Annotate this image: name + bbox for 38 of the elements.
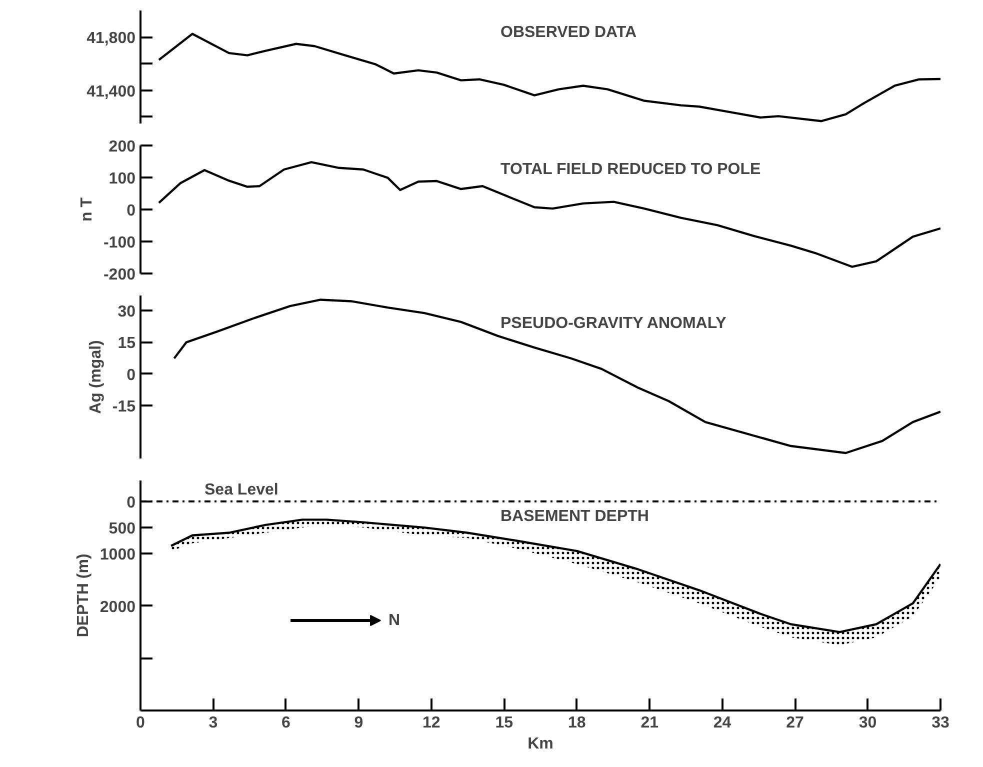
x-tick-label: 6 <box>282 714 291 732</box>
x-tick-label: 12 <box>422 714 440 732</box>
y-tick-label: 41,400 <box>86 83 136 100</box>
line-series <box>158 161 940 268</box>
y-tick-label: -15 <box>112 398 136 416</box>
y-tick-label: 0 <box>126 366 136 384</box>
x-axis-title: Km <box>528 736 554 752</box>
text: OBSERVED DATA <box>500 24 637 42</box>
x-tick-label: 24 <box>713 714 732 732</box>
x-tick-label: 3 <box>208 714 218 732</box>
text: PSEUDO-GRAVITY ANOMALY <box>500 315 727 332</box>
y-axis-title: Ag (mgal) <box>87 340 104 414</box>
y-axis-title: DEPTH (m) <box>74 554 92 638</box>
x-tick-label: 30 <box>858 714 877 732</box>
y-tick-label: 41,800 <box>86 30 136 48</box>
x-tick-label: 33 <box>932 714 950 732</box>
ref-line-label: Sea Level <box>204 481 278 498</box>
annotation: N <box>388 612 400 629</box>
y-tick-label: 30 <box>118 303 136 320</box>
y-tick-label: 0 <box>126 202 136 220</box>
x-tick-label: 18 <box>568 714 586 732</box>
y-tick-label: 15 <box>118 335 136 352</box>
text: TOTAL FIELD REDUCED TO POLE <box>500 160 761 178</box>
y-tick-label: 1000 <box>100 546 136 564</box>
y-tick-label: 100 <box>108 170 136 188</box>
y-tick-label: -200 <box>103 266 136 284</box>
y-tick-label: -100 <box>103 234 136 252</box>
y-tick-label: 200 <box>108 138 136 156</box>
x-tick-label: 21 <box>640 714 659 732</box>
x-tick-label: 27 <box>786 714 804 732</box>
y-tick-label: 500 <box>108 520 136 538</box>
y-tick-label: 2000 <box>100 598 136 616</box>
x-tick-label: 9 <box>354 714 364 732</box>
y-tick-label: 0 <box>126 494 136 512</box>
text: BASEMENT DEPTH <box>500 508 649 526</box>
line-series <box>173 298 940 454</box>
x-tick-label: 15 <box>495 714 514 732</box>
y-axis-title: n T <box>78 197 96 222</box>
